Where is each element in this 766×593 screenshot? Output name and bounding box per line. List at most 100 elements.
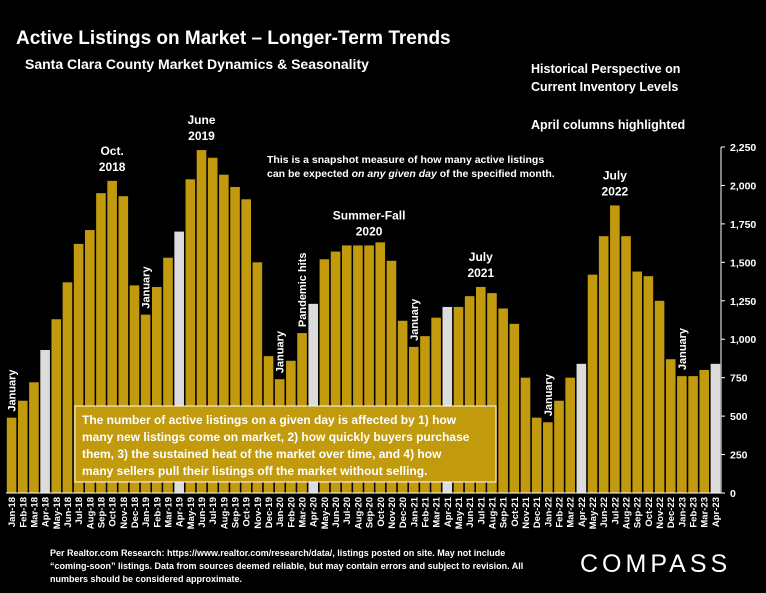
bar-aug-20 [353,245,363,493]
x-tick-label: Sep-22 [633,497,644,528]
y-tick-label: 1,750 [730,219,756,231]
bar-apr-19 [174,231,184,493]
annotation-label: 2021 [467,266,494,280]
x-tick-label: Jan-19 [141,497,152,527]
y-tick-label: 250 [730,450,748,462]
bar-feb-22 [554,400,564,493]
y-tick-label: 500 [730,411,748,423]
x-tick-label: Aug-20 [353,497,364,529]
y-tick-label: 750 [730,373,748,385]
bar-may-22 [587,274,598,493]
y-tick-label: 1,500 [730,257,756,269]
x-tick-label: Sep-18 [96,497,107,528]
x-tick-label: Mar-19 [163,497,174,528]
x-tick-label: Mar-23 [700,497,711,528]
chart-title: Active Listings on Market – Longer-Term … [16,28,451,49]
x-tick-label: Feb-19 [152,497,163,528]
bar-nov-21 [520,377,531,493]
bar-mar-22 [565,377,575,493]
x-tick-label: Feb-21 [420,496,431,527]
bar-nov-22 [654,300,665,493]
x-tick-label: Feb-22 [555,497,566,528]
bar-jun-21 [464,296,475,493]
x-tick-label: Jul-20 [342,497,353,524]
bar-aug-18 [84,230,95,494]
x-tick-label: Nov-20 [387,497,398,529]
annotation-label: July [603,168,627,182]
x-tick-label: Nov-19 [253,497,264,529]
side-note-1: Historical Perspective on [531,62,681,76]
bar-apr-23 [710,363,721,493]
chart-subtitle: Santa Clara County Market Dynamics & Sea… [25,56,369,72]
x-tick-label: May-22 [588,497,599,529]
annotation-label: January [409,298,421,341]
source-footnote: Per Realtor.com Research: https://www.re… [50,548,524,584]
bar-oct-20 [375,242,386,493]
bar-nov-18 [118,196,129,493]
bar-aug-21 [487,293,497,493]
bar-dec-18 [129,285,140,493]
bar-jan-19 [140,314,151,493]
annotation-label: January [141,266,153,309]
side-note-3: April columns highlighted [531,118,686,132]
bar-dec-21 [531,417,542,493]
bar-mar-21 [431,317,441,493]
x-tick-label: Apr-20 [309,497,320,527]
bar-sep-18 [96,193,106,493]
bar-feb-18 [17,400,28,493]
x-tick-label: Mar-18 [29,497,40,528]
x-tick-label: Aug-18 [85,497,96,529]
bar-jan-18 [6,417,17,493]
annotation-label: 2019 [188,129,215,143]
bar-feb-19 [152,286,162,493]
bar-may-21 [453,306,464,493]
x-tick-label: Apr-22 [577,497,588,527]
annotation-label: Pandemic hits [297,252,309,327]
bar-jan-22 [543,422,553,493]
x-tick-label: May-21 [454,496,465,529]
x-tick-label: Feb-23 [689,497,700,528]
x-tick-label: May-18 [52,497,63,529]
x-tick-label: Jan-21 [409,496,420,527]
x-tick-label: Dec-19 [264,497,275,528]
bar-jun-20 [330,251,341,493]
side-note-2: Current Inventory Levels [531,80,679,94]
bar-may-19 [185,179,196,494]
x-tick-label: Jan-23 [677,497,688,527]
bar-sep-22 [632,271,643,493]
annotation-label: June [188,113,216,127]
x-tick-label: Nov-22 [655,497,666,529]
bar-mar-19 [163,257,173,493]
x-tick-label: May-20 [320,497,331,529]
bar-nov-19 [252,262,263,493]
x-tick-label: Dec-22 [666,497,677,528]
bar-aug-22 [621,236,631,493]
x-tick-label: Nov-21 [521,496,532,528]
x-tick-label: Jun-20 [331,497,342,528]
annotation-label: 2020 [356,224,383,238]
x-tick-label: Jan-22 [543,497,554,527]
bar-may-18 [51,319,62,493]
bar-oct-18 [107,180,117,493]
bar-apr-18 [40,349,50,493]
x-tick-label: Apr-19 [175,497,186,527]
y-tick-label: 1,000 [730,334,756,346]
x-tick-label: Oct-18 [108,497,119,527]
x-tick-label: Jun-22 [599,497,610,528]
x-tick-label: Oct-22 [644,497,655,527]
x-tick-label: Dec-21 [532,496,543,528]
x-tick-label: Aug-22 [622,497,633,529]
x-tick-label: Oct-20 [376,497,387,527]
x-tick-label: Jan-20 [275,497,286,527]
bar-jul-22 [610,205,620,493]
x-tick-label: Sep-21 [499,496,510,528]
x-tick-label: Jul-21 [476,496,487,524]
bar-dec-22 [665,359,676,493]
callout-line: The number of active listings on a given… [82,413,457,427]
bar-mar-23 [699,369,710,493]
x-tick-label: Oct-19 [242,497,253,527]
annotation-label: January [275,330,287,373]
snapshot-note: can be expected on any given day of the … [267,168,555,180]
